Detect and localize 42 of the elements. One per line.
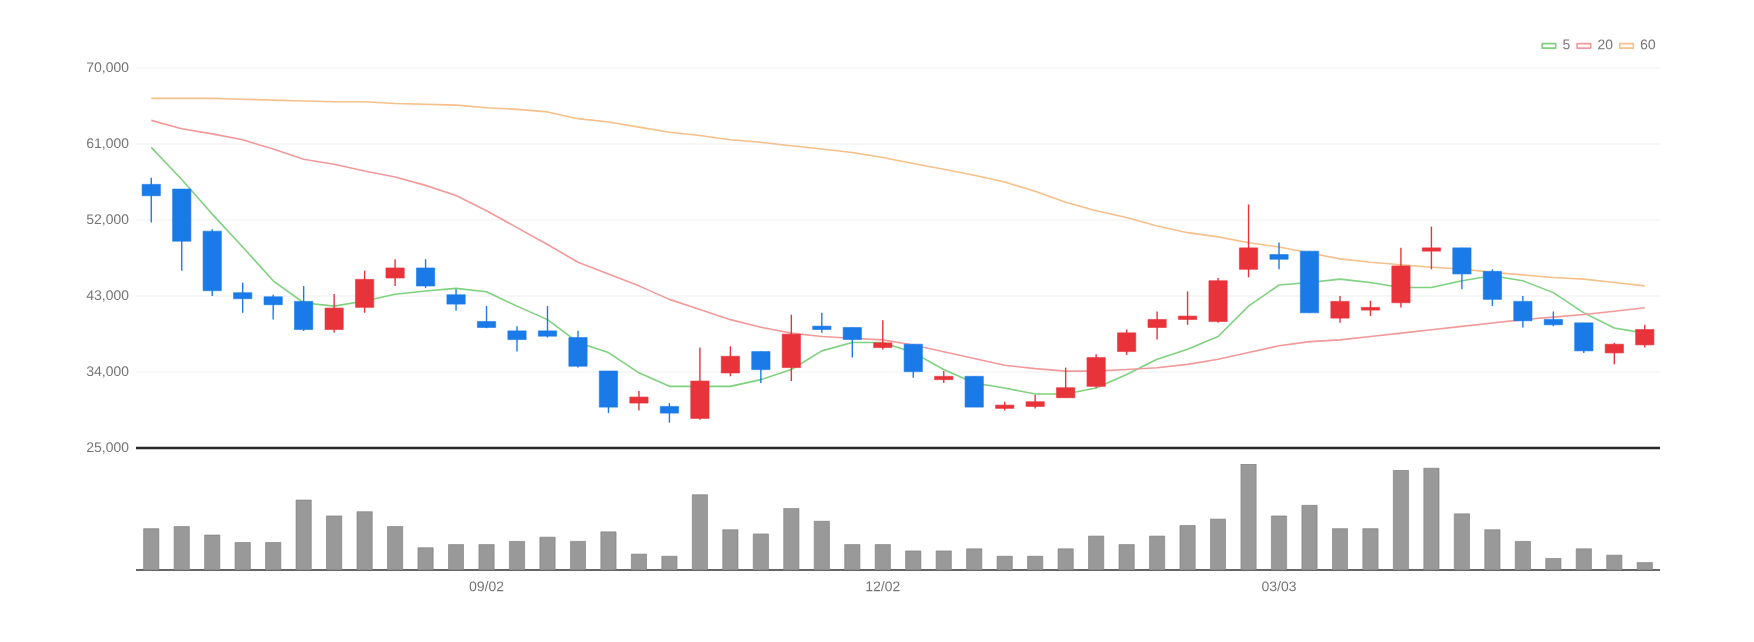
candlestick [538,305,557,339]
candlestick [1056,366,1076,399]
candlestick [629,390,649,412]
candlestick [1086,353,1106,389]
candlestick [812,312,832,334]
candlestick [1604,342,1624,366]
candlestick [903,343,923,379]
candlestick [1178,290,1198,326]
candlestick [507,325,527,353]
candlestick [385,258,405,287]
candlestick [1147,310,1167,341]
candlestick [1635,324,1655,349]
candlestick [964,375,984,408]
candlestick [1269,241,1289,271]
candlestick [781,314,801,382]
candlestick [842,326,862,359]
candlestick [720,345,740,377]
candlestick [568,330,588,369]
candlestick [233,281,253,314]
candlestick [1513,295,1533,329]
candlestick [263,294,283,321]
candlestick [873,319,893,351]
candlestick [1208,277,1228,324]
line-series [150,119,1646,372]
candlestick [751,350,771,384]
candlestick [141,177,161,224]
candlestick [1239,203,1258,279]
candlestick [355,269,375,314]
candlestick [690,346,710,421]
candlestick [599,370,618,414]
candlestick [324,293,344,334]
candlestick [1482,268,1502,307]
candlestick [1330,295,1350,324]
candlestick [1117,328,1137,356]
candlestick [1574,322,1594,354]
candlestick [1452,247,1472,291]
candlestick [659,402,679,424]
candlestick [416,258,436,289]
candlestick [446,288,466,312]
candlestick [1391,247,1411,309]
candlestick [1421,225,1441,271]
candlestick [294,285,314,332]
